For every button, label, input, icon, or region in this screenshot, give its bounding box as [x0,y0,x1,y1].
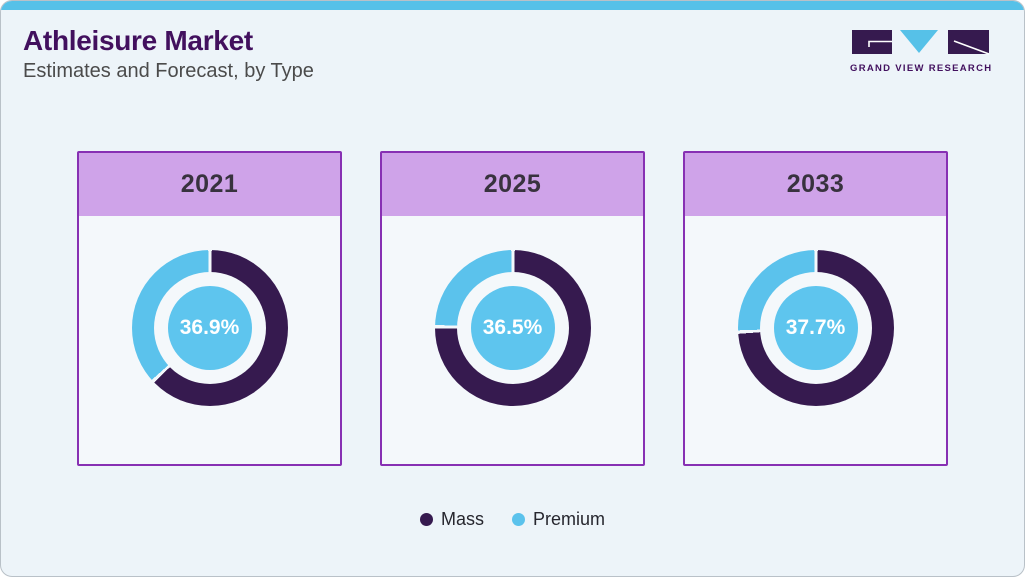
donut-center-badge: 36.5% [470,286,555,370]
legend-item-premium: Premium [512,509,605,530]
year-card-2025: 2025 36.5% [380,151,645,466]
legend-label-mass: Mass [440,509,484,529]
premium-dot-icon [512,513,525,526]
mass-dot-icon [419,513,433,526]
year-card-body: 36.5% [382,216,643,464]
page-subtitle: Estimates and Forecast, by Type [23,59,314,82]
year-card-header: 2033 [685,153,946,216]
donut-chart-2033: 37.7% [737,250,894,406]
premium-share-value: 36.5% [482,316,543,339]
title-block: Athleisure Market Estimates and Forecast… [23,25,314,83]
year-card-2021: 2021 36.9% [77,151,342,466]
year-card-body: 36.9% [79,216,340,464]
year-card-header: 2025 [382,153,643,216]
year-card-header: 2021 [79,153,340,216]
premium-share-value: 37.7% [785,316,846,339]
year-card-body: 37.7% [685,216,946,464]
gvr-logo: GRAND VIEW RESEARCH [850,30,993,74]
year-label: 2021 [180,170,239,198]
year-cards: 2021 36.9% 2025 36.5% [1,151,1024,466]
page-title: Athleisure Market [23,25,253,56]
premium-share-value: 36.9% [179,316,240,339]
year-card-2033: 2033 37.7% [683,151,948,466]
donut-chart-2021: 36.9% [131,250,288,406]
legend-label-premium: Premium [533,509,606,529]
chart-legend: Mass Premium [1,509,1024,530]
donut-center-badge: 37.7% [773,286,858,370]
legend-item-mass: Mass [419,509,484,530]
year-label: 2033 [786,170,845,198]
gvr-logo-mark-icon [851,30,989,55]
header: Athleisure Market Estimates and Forecast… [1,10,1024,83]
donut-center-badge: 36.9% [167,286,252,370]
year-label: 2025 [483,170,542,198]
gvr-logo-text: GRAND VIEW RESEARCH [850,63,993,74]
donut-chart-2025: 36.5% [434,250,591,406]
top-accent-bar [1,1,1024,10]
